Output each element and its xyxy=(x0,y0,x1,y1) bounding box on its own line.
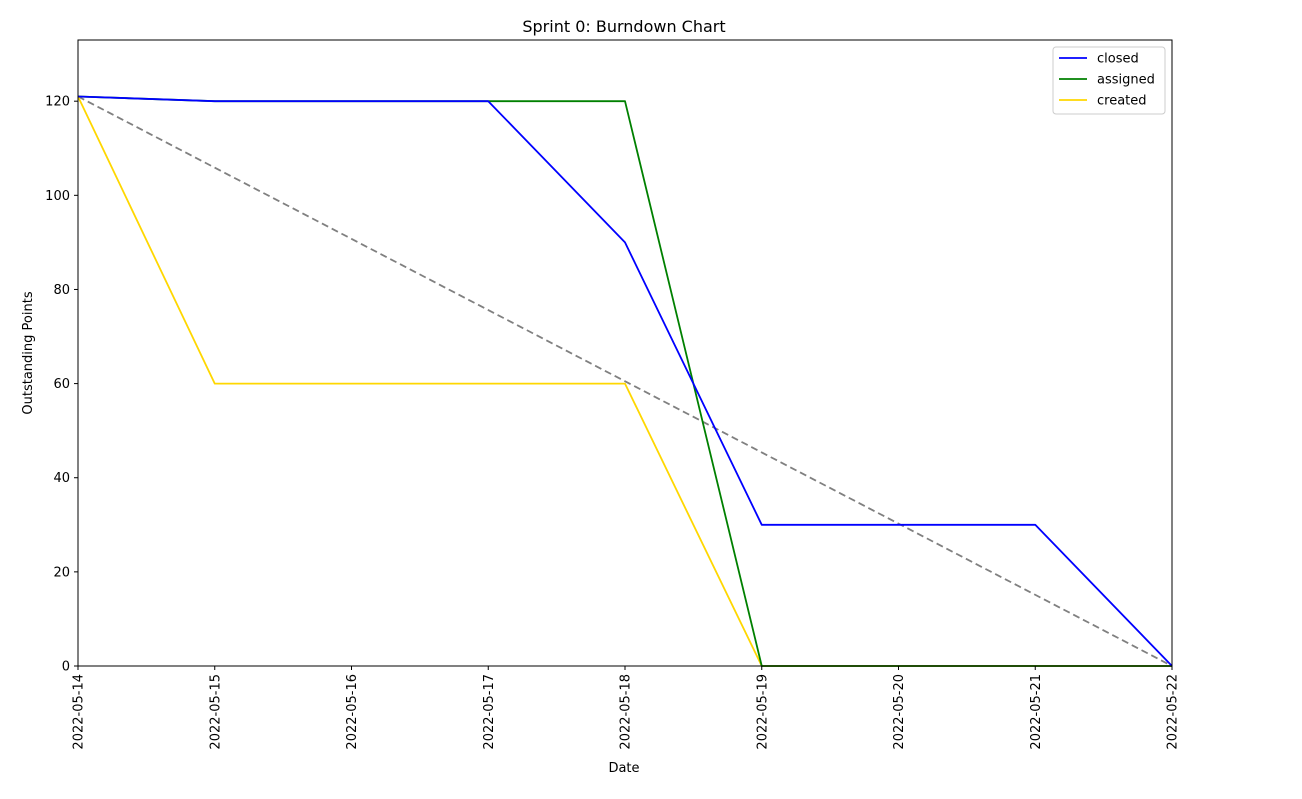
x-tick-label: 2022-05-20 xyxy=(892,674,907,750)
x-tick-label: 2022-05-14 xyxy=(72,674,87,750)
x-tick-label: 2022-05-17 xyxy=(482,674,497,750)
legend-box xyxy=(1052,46,1166,115)
y-tick-label: 80 xyxy=(53,283,70,298)
x-tick-label: 2022-05-16 xyxy=(345,674,360,750)
y-tick-label: 40 xyxy=(53,471,70,486)
x-tick-label: 2022-05-19 xyxy=(755,674,770,750)
chart-title: Sprint 0: Burndown Chart xyxy=(522,17,725,36)
legend: closed assigned created xyxy=(1052,46,1166,115)
plot-frame xyxy=(77,39,1173,667)
x-axis-title: Date xyxy=(608,761,639,776)
x-tick-label: 2022-05-18 xyxy=(619,674,634,750)
x-tick-label: 2022-05-15 xyxy=(208,674,223,750)
ideal-burndown-line xyxy=(77,95,1173,667)
y-tick-label: 60 xyxy=(53,377,70,392)
axes: 0 20 40 60 80 100 120 2022-05-14 2022-05-15 2022-… xyxy=(45,39,1181,750)
legend-label-assigned: assigned xyxy=(1097,73,1155,88)
x-tick-label: 2022-05-22 xyxy=(1166,674,1181,750)
series-line-closed xyxy=(77,95,1173,667)
legend-label-closed: closed xyxy=(1097,52,1139,67)
y-tick-label: 0 xyxy=(62,660,70,675)
y-axis-title: Outstanding Points xyxy=(21,291,36,414)
y-tick-label: 20 xyxy=(53,565,70,580)
legend-label-created: created xyxy=(1097,94,1147,109)
y-tick-label: 120 xyxy=(45,95,70,110)
x-tick-label: 2022-05-21 xyxy=(1029,674,1044,750)
y-tick-label: 100 xyxy=(45,189,70,204)
plot-area xyxy=(77,95,1173,667)
